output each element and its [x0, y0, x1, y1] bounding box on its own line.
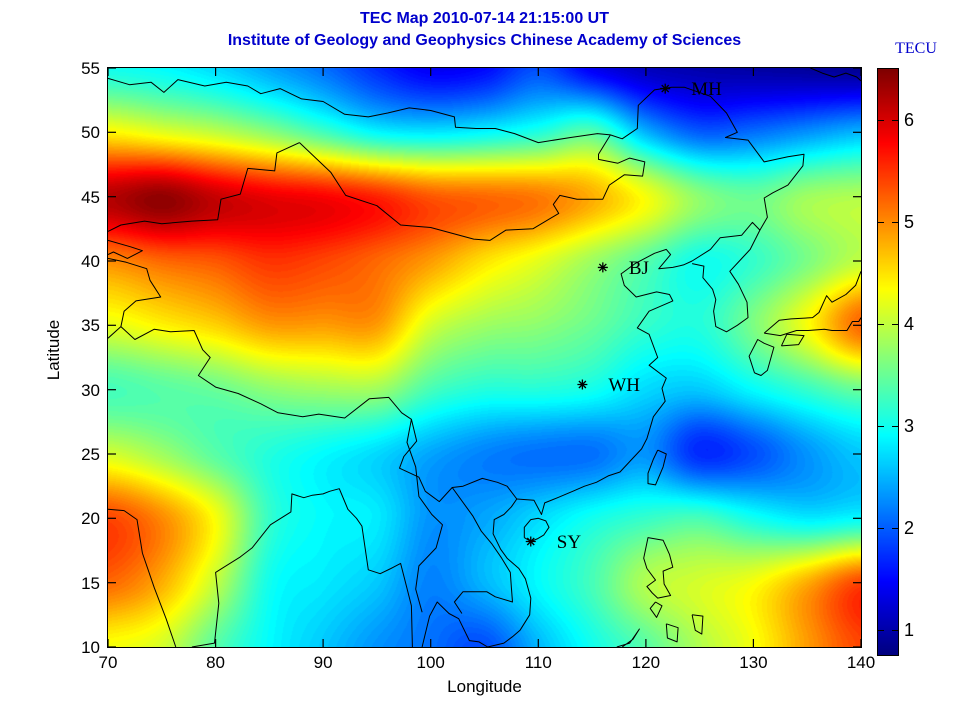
y-tick-label: 20 [81, 509, 100, 529]
colorbar-tick-mark [892, 119, 898, 121]
colorbar-tick-mark [878, 425, 884, 427]
coastline-path [516, 248, 693, 515]
y-tick-label: 30 [81, 380, 100, 400]
colorbar-tick-label: 4 [904, 313, 915, 334]
y-tick-label: 45 [81, 187, 100, 207]
x-axis-label: Longitude [447, 677, 522, 696]
colorbar-tick-label: 5 [904, 211, 915, 232]
x-tick-label: 80 [206, 653, 226, 672]
colorbar-tick-mark [892, 221, 898, 223]
y-tick-label: 10 [81, 638, 100, 657]
coastline-path [191, 488, 413, 647]
coastline-path [691, 614, 704, 635]
y-tick-label: 55 [81, 59, 100, 78]
station-label: MH [691, 79, 722, 100]
coastline-path [763, 271, 861, 334]
x-tick-label: 140 [846, 653, 876, 672]
y-tick-label: 50 [81, 123, 100, 143]
station-label: SY [557, 532, 582, 553]
colorbar-tick-mark [892, 527, 898, 529]
colorbar-tick-mark [878, 629, 884, 631]
station-label: BJ [629, 258, 649, 279]
coastline-path [691, 229, 761, 333]
colorbar-title: TECU [895, 40, 937, 57]
coastline-path [764, 317, 861, 337]
coastline-path [108, 257, 162, 339]
colorbar-tick-mark [878, 527, 884, 529]
station-label: WH [608, 375, 640, 396]
y-tick-label: 35 [81, 316, 100, 336]
station-marker [597, 262, 608, 273]
figure-subtitle: Institute of Geology and Geophysics Chin… [227, 32, 742, 49]
colorbar-tick-mark [878, 119, 884, 121]
station-marker [577, 379, 588, 390]
colorbar [877, 68, 899, 656]
map-plot-area: MH BJ WH SY [107, 67, 862, 648]
figure-title: TEC Map 2010-07-14 21:15:00 UT [360, 10, 609, 27]
coastline-path [616, 628, 640, 647]
coastline-path [108, 239, 143, 259]
y-tick-label: 25 [81, 445, 100, 464]
coastline-path [120, 326, 518, 503]
coastline-path [108, 77, 805, 262]
colorbar-tick-label: 2 [904, 517, 915, 538]
colorbar-tick-mark [878, 221, 884, 223]
coastline-path [451, 487, 513, 614]
coastline-path [108, 142, 300, 232]
coastline-overlay: MH BJ WH SY [108, 68, 861, 647]
coastline-path [665, 623, 679, 643]
x-tick-label: 110 [524, 653, 552, 672]
colorbar-tick-label: 1 [904, 619, 915, 640]
coastline-path [649, 601, 663, 618]
x-tick-label: 120 [631, 653, 661, 672]
colorbar-tick-mark [892, 425, 898, 427]
coastline-path [810, 68, 861, 82]
coastline-path [421, 498, 532, 647]
coastline-path [647, 449, 667, 486]
coastline-path [748, 339, 775, 376]
y-tick-label: 40 [81, 252, 100, 271]
x-tick-label: 90 [313, 653, 333, 672]
y-tick-label: 15 [81, 573, 100, 593]
colorbar-tick-label: 3 [904, 415, 915, 436]
coastline-path [523, 517, 550, 542]
coastline-path [643, 537, 674, 599]
x-tick-label: 130 [739, 653, 768, 672]
station-marker [660, 83, 671, 94]
colorbar-tick-mark [878, 323, 884, 325]
colorbar-gradient [878, 69, 898, 655]
coastline-path [780, 333, 805, 347]
station-marker [525, 536, 536, 547]
colorbar-tick-label: 6 [904, 109, 915, 130]
tec-heatmap-canvas [108, 68, 861, 647]
x-tick-label: 100 [416, 653, 445, 672]
coastline-path [299, 134, 646, 241]
x-tick-label: 70 [98, 653, 118, 672]
coastline-path [108, 508, 177, 647]
colorbar-tick-mark [892, 629, 898, 631]
colorbar-tick-mark [892, 323, 898, 325]
coastline-path [406, 419, 443, 613]
